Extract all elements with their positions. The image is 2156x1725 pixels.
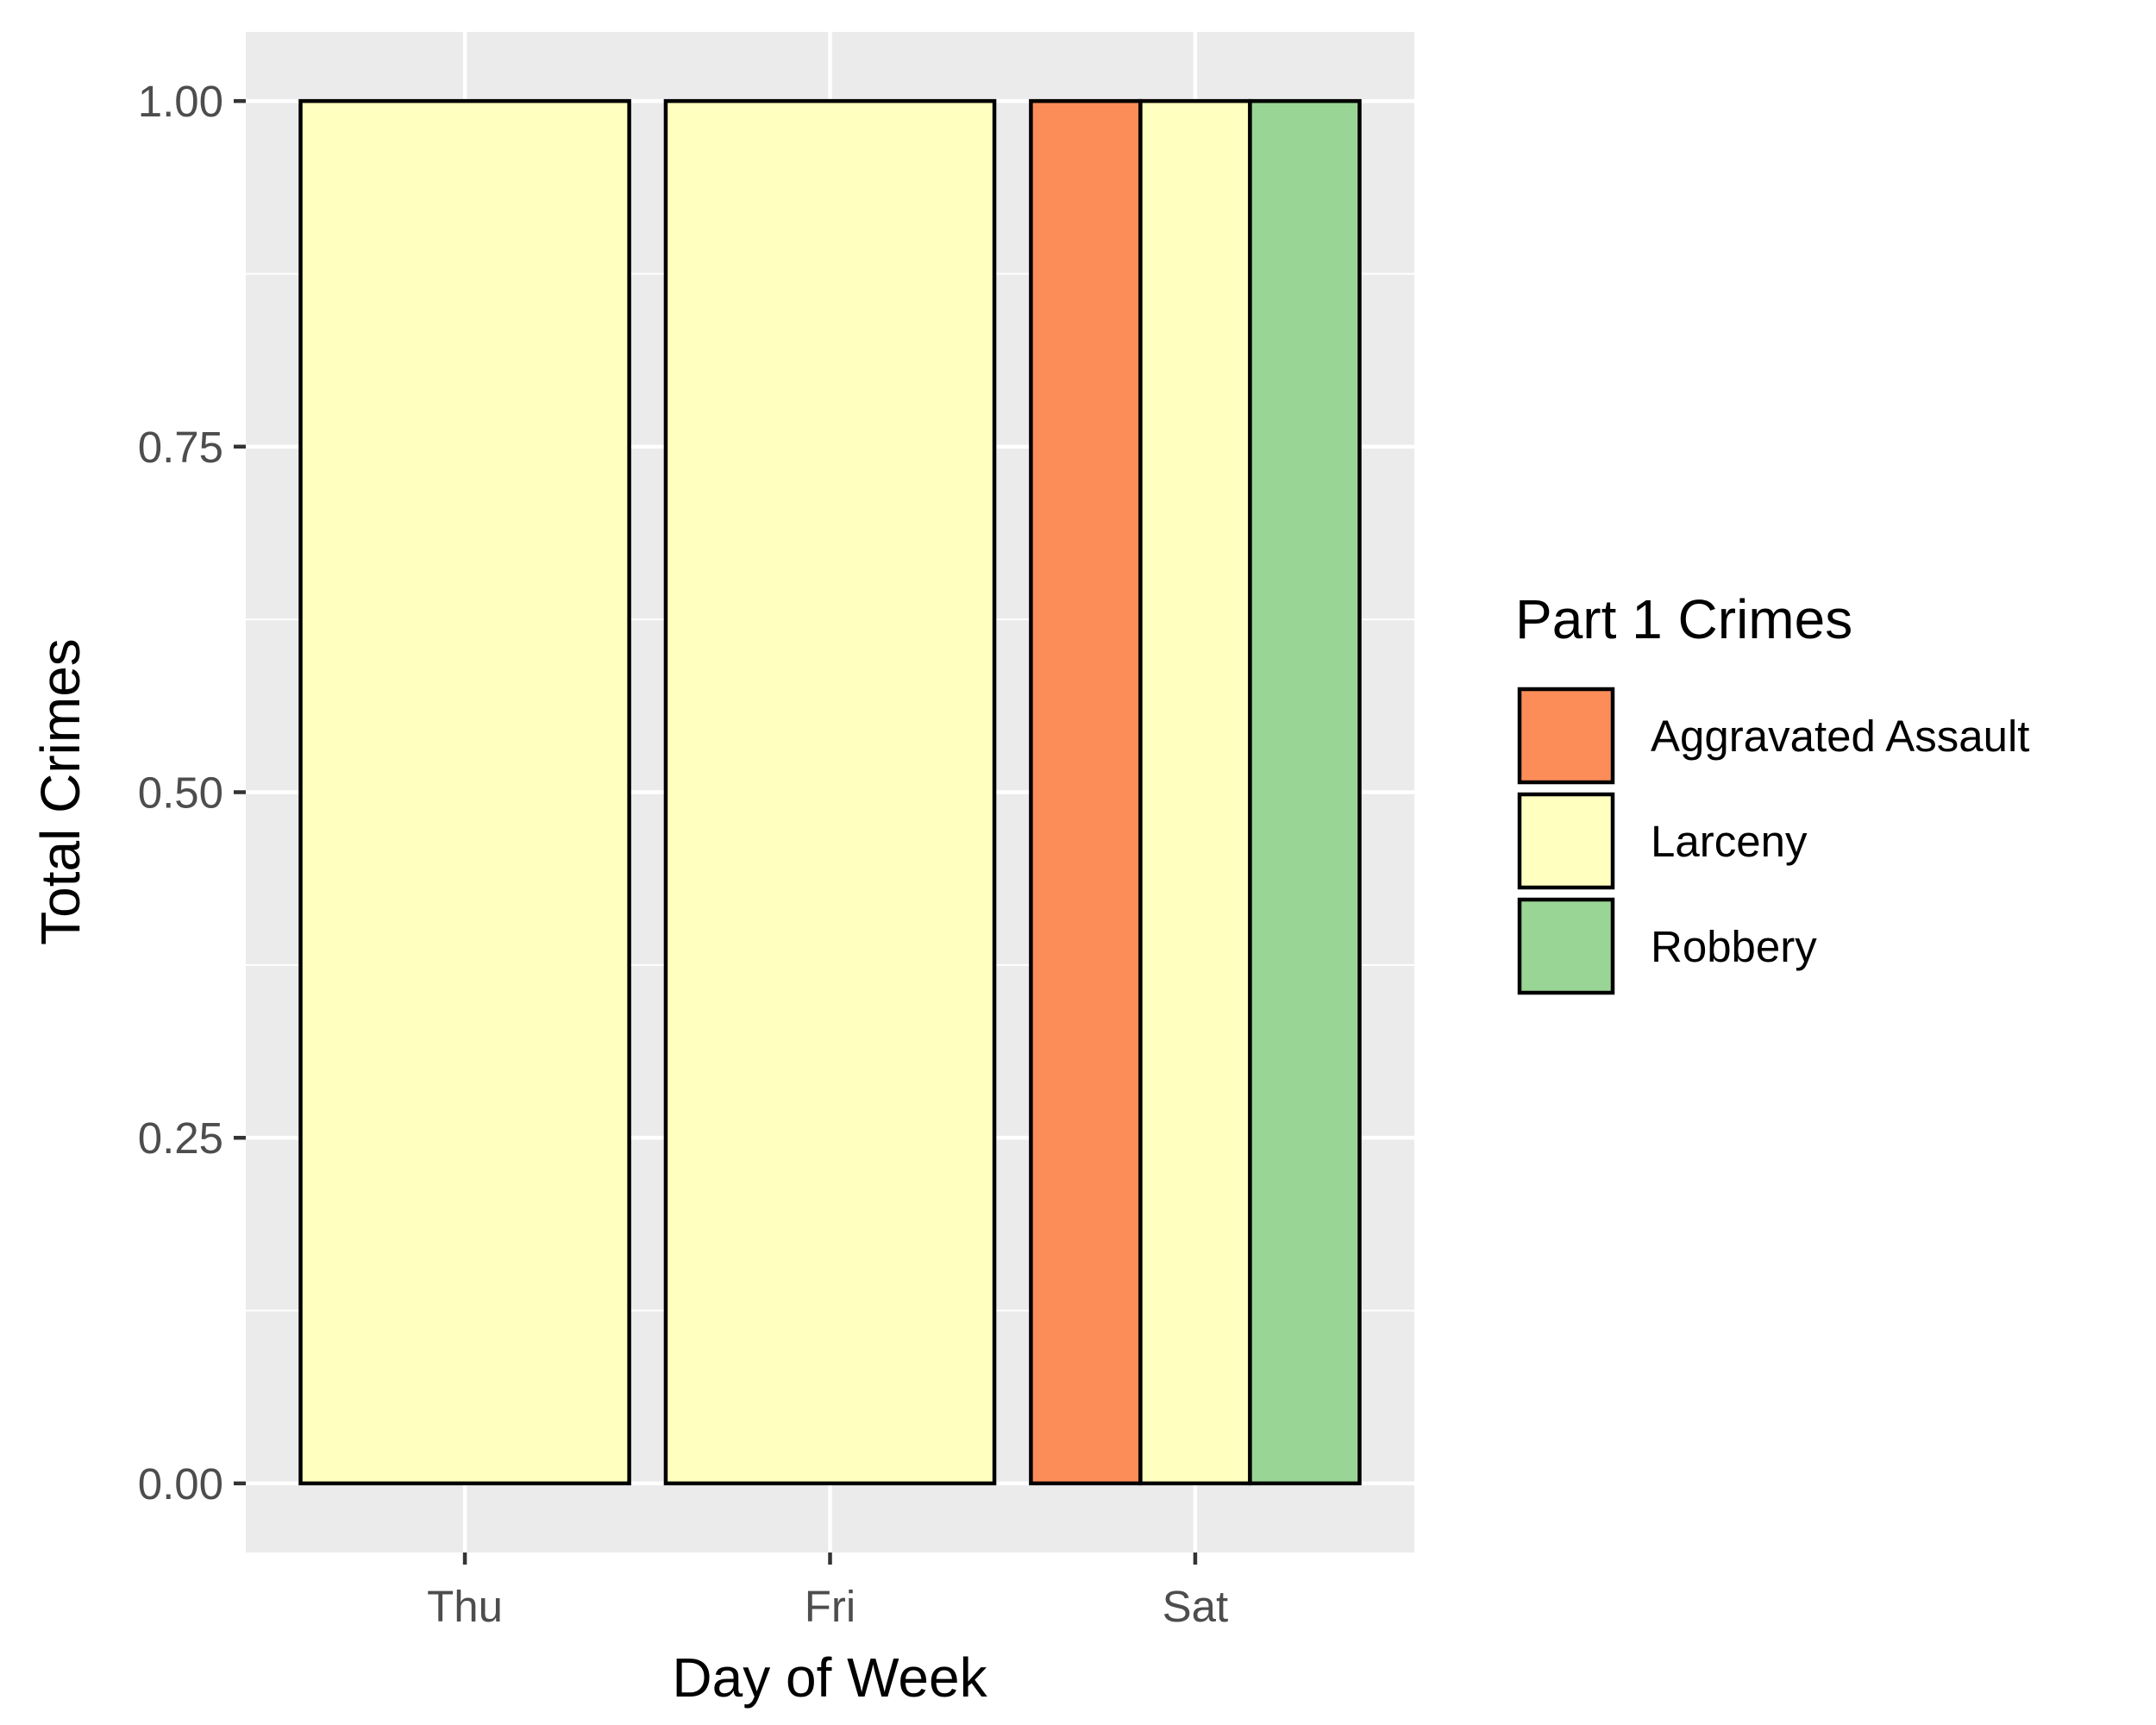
x-axis: Thu Fri Sat xyxy=(427,1552,1228,1631)
bar-thu-larceny xyxy=(298,98,631,1486)
bars xyxy=(298,98,1362,1486)
x-tick-label: Fri xyxy=(805,1582,856,1631)
legend: Part 1 Crimes Aggravated Assault Larceny R… xyxy=(1515,588,2029,995)
x-axis-title: Day of Week xyxy=(672,1647,987,1709)
y-axis: 0.00 0.25 0.50 0.75 1.00 xyxy=(138,77,246,1509)
legend-label-larceny: Larceny xyxy=(1651,817,1808,866)
y-tick-label: 1.00 xyxy=(138,77,223,126)
x-tick-label: Thu xyxy=(427,1582,503,1631)
legend-title: Part 1 Crimes xyxy=(1515,588,1852,650)
bar-sat-robbery xyxy=(1248,98,1362,1486)
y-tick-label: 0.00 xyxy=(138,1459,223,1509)
bar-fri-larceny xyxy=(663,98,997,1486)
legend-swatch-robbery xyxy=(1517,897,1615,995)
legend-swatch-aggravated-assault xyxy=(1517,687,1615,785)
legend-label-robbery: Robbery xyxy=(1651,922,1817,971)
x-tick-label: Sat xyxy=(1163,1582,1229,1631)
legend-label-aggravated-assault: Aggravated Assault xyxy=(1651,712,2029,761)
bar-sat-larceny xyxy=(1138,98,1252,1486)
legend-swatch-larceny xyxy=(1517,792,1615,890)
y-axis-title: Total Crimes xyxy=(29,638,91,945)
y-tick-label: 0.25 xyxy=(138,1113,223,1163)
bar-sat-aggravated-assault xyxy=(1029,98,1143,1486)
y-tick-label: 0.75 xyxy=(138,423,223,472)
y-tick-label: 0.50 xyxy=(138,768,223,818)
